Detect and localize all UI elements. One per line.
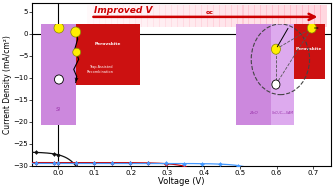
X-axis label: Voltage (V): Voltage (V)	[158, 177, 205, 186]
Bar	[105, 5, 112, 27]
Bar	[273, 5, 280, 27]
Bar	[171, 5, 178, 27]
Bar	[207, 5, 213, 27]
Bar	[212, 5, 219, 27]
Bar	[261, 5, 268, 27]
Y-axis label: Current Density (mA/cm²): Current Density (mA/cm²)	[3, 35, 12, 134]
Bar	[153, 5, 160, 27]
Bar	[314, 5, 321, 27]
Bar	[236, 5, 243, 27]
Bar	[141, 5, 148, 27]
Bar	[189, 5, 196, 27]
Bar	[201, 5, 208, 27]
Bar	[224, 5, 231, 27]
Bar	[302, 5, 309, 27]
Bar	[99, 5, 106, 27]
Bar	[93, 5, 100, 27]
Bar	[255, 5, 262, 27]
Bar	[159, 5, 166, 27]
Bar	[111, 5, 118, 27]
Bar	[129, 5, 136, 27]
Bar	[218, 5, 225, 27]
Bar	[248, 5, 256, 27]
Bar	[147, 5, 154, 27]
Text: Improved V: Improved V	[94, 6, 153, 15]
Bar	[165, 5, 172, 27]
Bar	[177, 5, 184, 27]
Bar	[267, 5, 274, 27]
Bar	[117, 5, 124, 27]
Bar	[308, 5, 315, 27]
Bar	[87, 5, 94, 27]
Bar	[242, 5, 249, 27]
Bar	[183, 5, 190, 27]
Bar	[123, 5, 130, 27]
Bar	[195, 5, 202, 27]
Bar	[135, 5, 142, 27]
Bar	[290, 5, 297, 27]
Bar	[320, 5, 327, 27]
Bar	[279, 5, 285, 27]
Bar	[230, 5, 237, 27]
Text: oc: oc	[205, 10, 213, 15]
Bar	[296, 5, 303, 27]
Bar	[284, 5, 291, 27]
